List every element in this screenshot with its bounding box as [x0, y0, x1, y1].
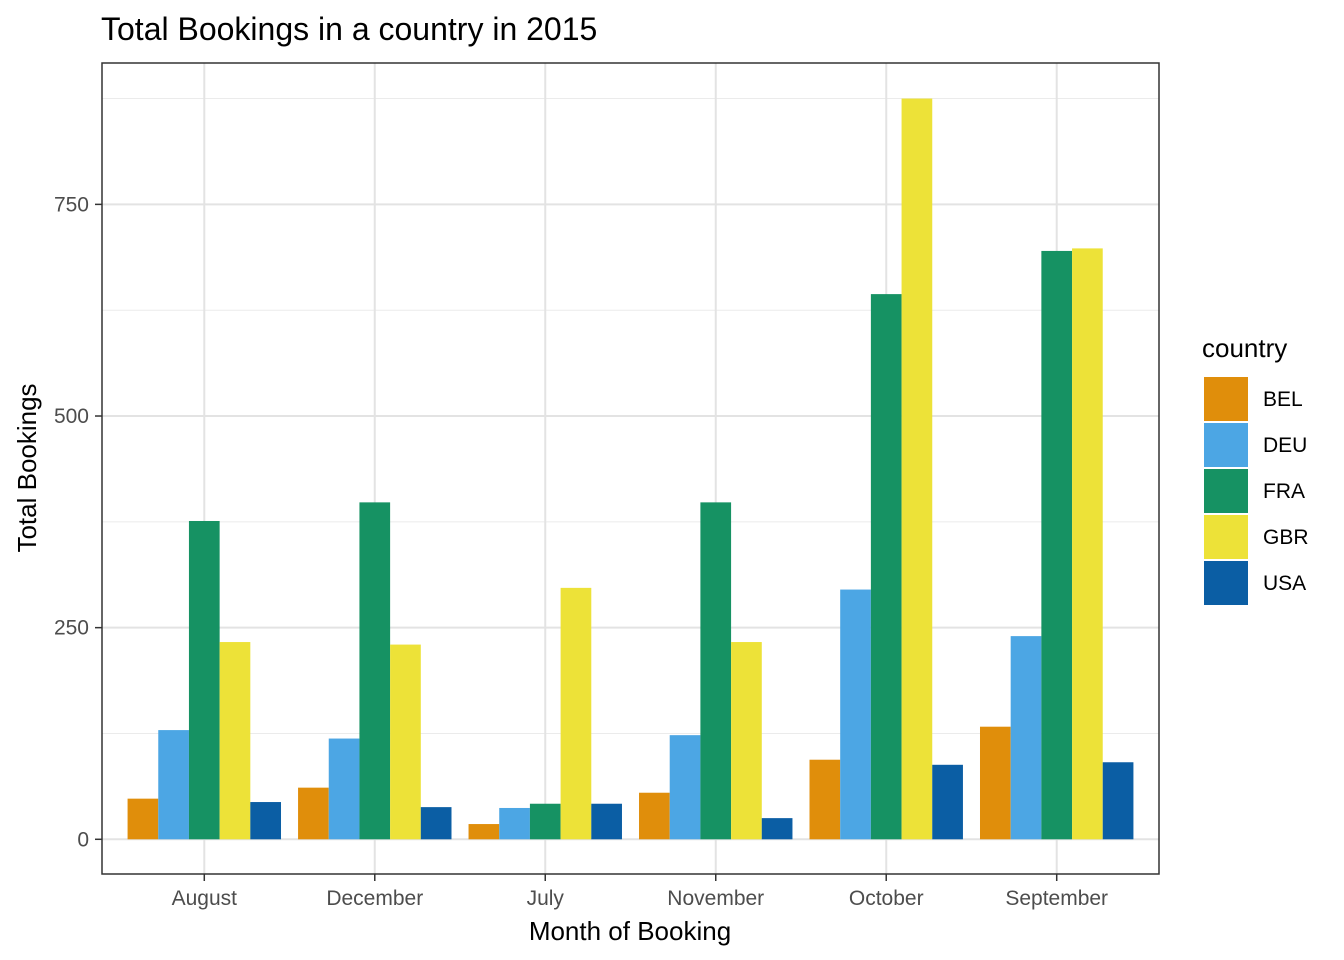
bar-deu-december: [328, 738, 360, 840]
bar-bel-november: [639, 792, 670, 840]
bar-gbr-december: [390, 644, 421, 840]
legend-label: FRA: [1263, 480, 1305, 503]
bar-gbr-august: [219, 642, 251, 840]
bar-deu-august: [158, 730, 189, 840]
bar-usa-october: [932, 764, 963, 840]
legend-title: country: [1202, 333, 1287, 363]
y-tick-label: 250: [54, 617, 89, 640]
bar-fra-november: [700, 502, 732, 840]
y-axis-title: Total Bookings: [12, 383, 42, 552]
y-tick-label: 500: [54, 405, 89, 428]
bar-fra-july: [529, 803, 561, 840]
x-tick-label: September: [1005, 887, 1108, 910]
bar-bel-september: [979, 726, 1011, 840]
bar-fra-september: [1041, 250, 1073, 840]
legend-label: USA: [1263, 572, 1306, 595]
bar-gbr-september: [1072, 248, 1103, 840]
bar-bel-july: [468, 824, 500, 840]
legend-label: GBR: [1263, 526, 1309, 549]
x-axis-title: Month of Booking: [529, 916, 731, 946]
legend-key-bel: [1204, 377, 1248, 421]
bar-usa-september: [1102, 762, 1134, 840]
bar-deu-september: [1010, 636, 1042, 840]
x-tick-label: October: [849, 887, 924, 910]
legend-key-gbr: [1204, 515, 1248, 559]
x-tick-label: August: [172, 887, 238, 910]
bar-deu-october: [840, 589, 871, 840]
legend-key-fra: [1204, 469, 1248, 513]
bar-usa-december: [420, 807, 452, 840]
x-tick-label: July: [527, 887, 565, 910]
y-axis: 0 250 500 750: [54, 193, 102, 851]
bar-usa-november: [761, 818, 793, 840]
bar-bel-december: [298, 787, 329, 840]
bar-fra-august: [188, 520, 220, 840]
bar-usa-july: [591, 803, 622, 840]
x-tick-label: December: [326, 887, 423, 910]
bar-gbr-november: [731, 642, 762, 840]
chart-title: Total Bookings in a country in 2015: [101, 11, 597, 47]
bar-bel-august: [127, 798, 159, 840]
bar-deu-july: [499, 807, 530, 840]
legend-key-deu: [1204, 423, 1248, 467]
bar-fra-october: [870, 294, 902, 840]
legend-key-usa: [1204, 561, 1248, 605]
y-tick-label: 0: [77, 828, 89, 851]
x-tick-label: November: [667, 887, 764, 910]
bar-bel-october: [809, 759, 841, 840]
bar-gbr-october: [901, 98, 933, 840]
x-axis: August December July November October Septemb…: [172, 874, 1108, 910]
bar-usa-august: [250, 802, 282, 840]
grid: [102, 63, 1159, 874]
legend-label: DEU: [1263, 434, 1307, 457]
y-tick-label: 750: [54, 193, 89, 216]
bars: [127, 98, 1134, 840]
bar-fra-december: [359, 502, 391, 840]
legend: country BEL DEU FRA GBR USA: [1202, 333, 1309, 605]
bar-deu-november: [669, 735, 701, 840]
bar-gbr-july: [560, 587, 592, 840]
plot-border: [101, 62, 1160, 875]
legend-label: BEL: [1263, 388, 1303, 411]
